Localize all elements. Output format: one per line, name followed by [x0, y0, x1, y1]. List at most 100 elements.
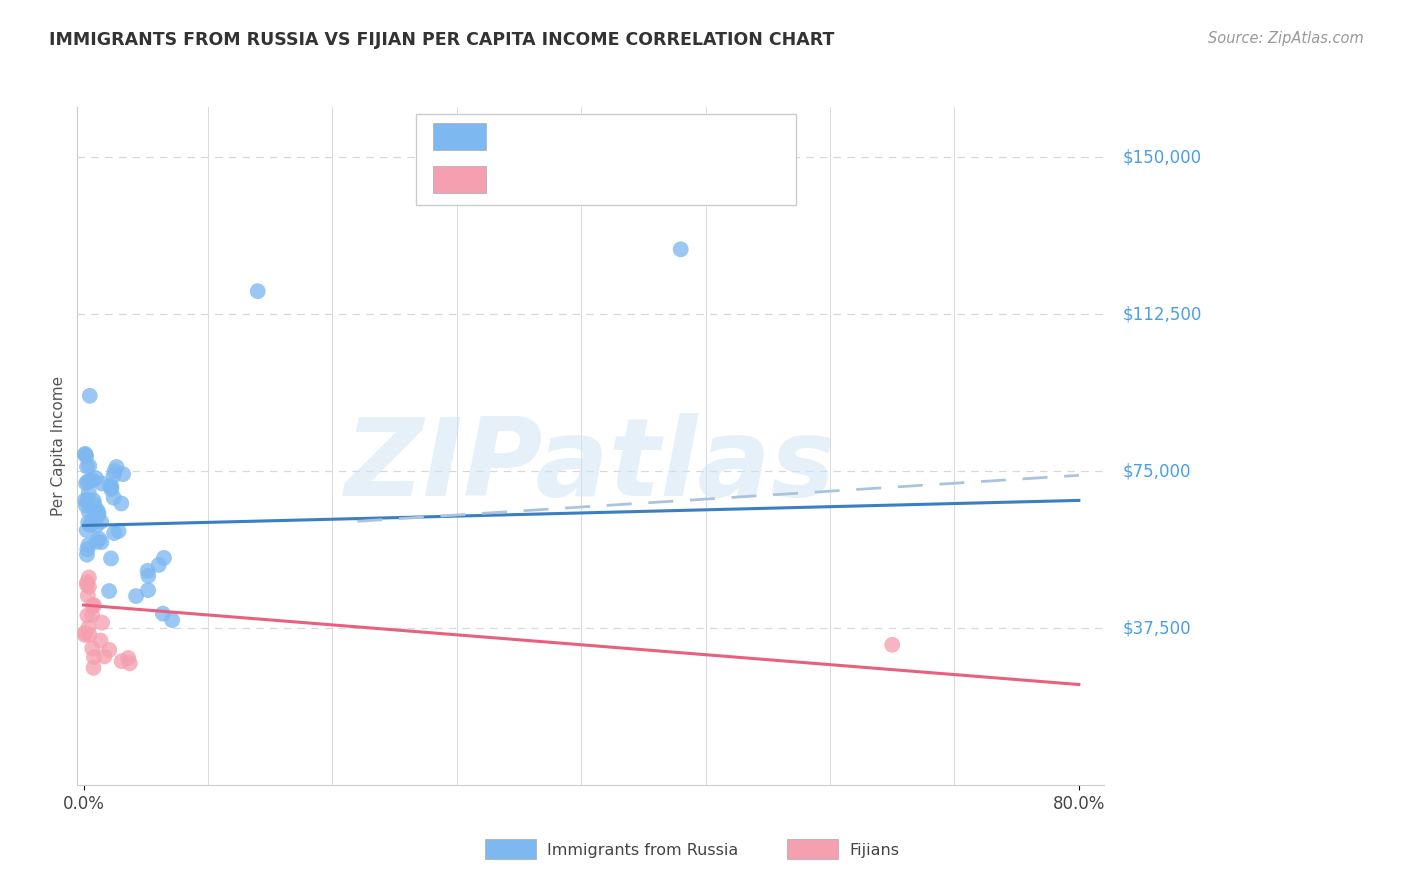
- Point: [75, 448, 97, 462]
- Point: [104, 464, 127, 478]
- Text: R =: R =: [498, 173, 536, 192]
- Point: [76, 608, 98, 623]
- Point: [111, 654, 134, 668]
- Point: [112, 467, 135, 482]
- Point: [82, 607, 104, 622]
- Point: [82, 473, 104, 487]
- Point: [76, 475, 98, 489]
- Point: [152, 607, 174, 621]
- Point: [75, 449, 97, 463]
- Point: [77, 516, 100, 530]
- Text: N =: N =: [593, 173, 643, 192]
- Point: [75, 447, 97, 461]
- Point: [136, 564, 159, 578]
- Point: [84, 471, 107, 485]
- Point: [80, 516, 103, 531]
- Text: -0.382: -0.382: [537, 173, 599, 192]
- Point: [98, 584, 121, 599]
- Point: [136, 583, 159, 598]
- Point: [75, 499, 97, 513]
- Point: [83, 650, 105, 665]
- Point: [79, 518, 101, 533]
- Point: [90, 515, 112, 529]
- Text: R =: R =: [498, 130, 536, 148]
- Point: [86, 503, 108, 517]
- Point: [77, 570, 100, 584]
- Text: Fijians: Fijians: [849, 843, 900, 857]
- Point: [79, 389, 101, 403]
- Point: [98, 479, 121, 493]
- Point: [73, 628, 96, 642]
- Point: [93, 649, 115, 664]
- Point: [90, 476, 112, 491]
- Point: [87, 508, 110, 522]
- Text: $150,000: $150,000: [1122, 148, 1201, 166]
- Point: [76, 459, 98, 474]
- Point: [669, 243, 692, 257]
- Point: [76, 523, 98, 537]
- Point: [160, 613, 183, 627]
- Text: 0.089: 0.089: [537, 130, 592, 148]
- Point: [153, 550, 176, 565]
- Point: [118, 657, 141, 671]
- Point: [90, 535, 112, 549]
- Point: [82, 641, 104, 656]
- Point: [83, 599, 105, 613]
- Point: [75, 476, 97, 491]
- Point: [84, 505, 107, 519]
- Point: [76, 542, 98, 557]
- Point: [77, 504, 100, 518]
- Point: [136, 568, 159, 582]
- Point: [83, 661, 105, 675]
- Point: [83, 498, 105, 512]
- Point: [103, 468, 125, 483]
- Point: [103, 526, 125, 541]
- Point: [83, 493, 105, 508]
- Point: [89, 633, 111, 648]
- Point: [117, 651, 139, 665]
- Point: [100, 480, 122, 494]
- Text: $37,500: $37,500: [1122, 619, 1191, 637]
- Text: N =: N =: [593, 130, 643, 148]
- Point: [76, 577, 98, 591]
- Point: [107, 524, 129, 538]
- Point: [75, 493, 97, 508]
- Point: [75, 625, 97, 640]
- Text: $112,500: $112,500: [1122, 305, 1202, 323]
- Point: [77, 620, 100, 634]
- Point: [100, 482, 122, 496]
- Text: $75,000: $75,000: [1122, 462, 1191, 480]
- Point: [77, 538, 100, 552]
- Point: [125, 589, 148, 603]
- Point: [87, 532, 110, 546]
- Text: ZIPatlas: ZIPatlas: [344, 413, 837, 519]
- Point: [79, 628, 101, 642]
- Point: [76, 492, 98, 507]
- Point: [77, 485, 100, 500]
- Text: 59: 59: [647, 130, 671, 148]
- Text: 24: 24: [647, 173, 671, 192]
- Text: Immigrants from Russia: Immigrants from Russia: [547, 843, 738, 857]
- Text: IMMIGRANTS FROM RUSSIA VS FIJIAN PER CAPITA INCOME CORRELATION CHART: IMMIGRANTS FROM RUSSIA VS FIJIAN PER CAP…: [49, 31, 835, 49]
- Point: [82, 599, 104, 613]
- Point: [246, 284, 269, 298]
- Point: [77, 580, 100, 594]
- Point: [100, 551, 122, 566]
- Point: [76, 589, 98, 603]
- Point: [82, 501, 104, 516]
- Point: [76, 575, 98, 590]
- Point: [79, 458, 101, 473]
- Point: [79, 474, 101, 488]
- Point: [110, 496, 132, 510]
- Point: [98, 643, 121, 657]
- Point: [103, 491, 125, 505]
- Point: [148, 558, 170, 572]
- Y-axis label: Per Capita Income: Per Capita Income: [51, 376, 66, 516]
- Point: [76, 548, 98, 562]
- Point: [105, 460, 128, 475]
- Point: [882, 638, 904, 652]
- Point: [86, 534, 108, 549]
- Point: [91, 615, 114, 630]
- Point: [84, 519, 107, 533]
- Point: [87, 506, 110, 520]
